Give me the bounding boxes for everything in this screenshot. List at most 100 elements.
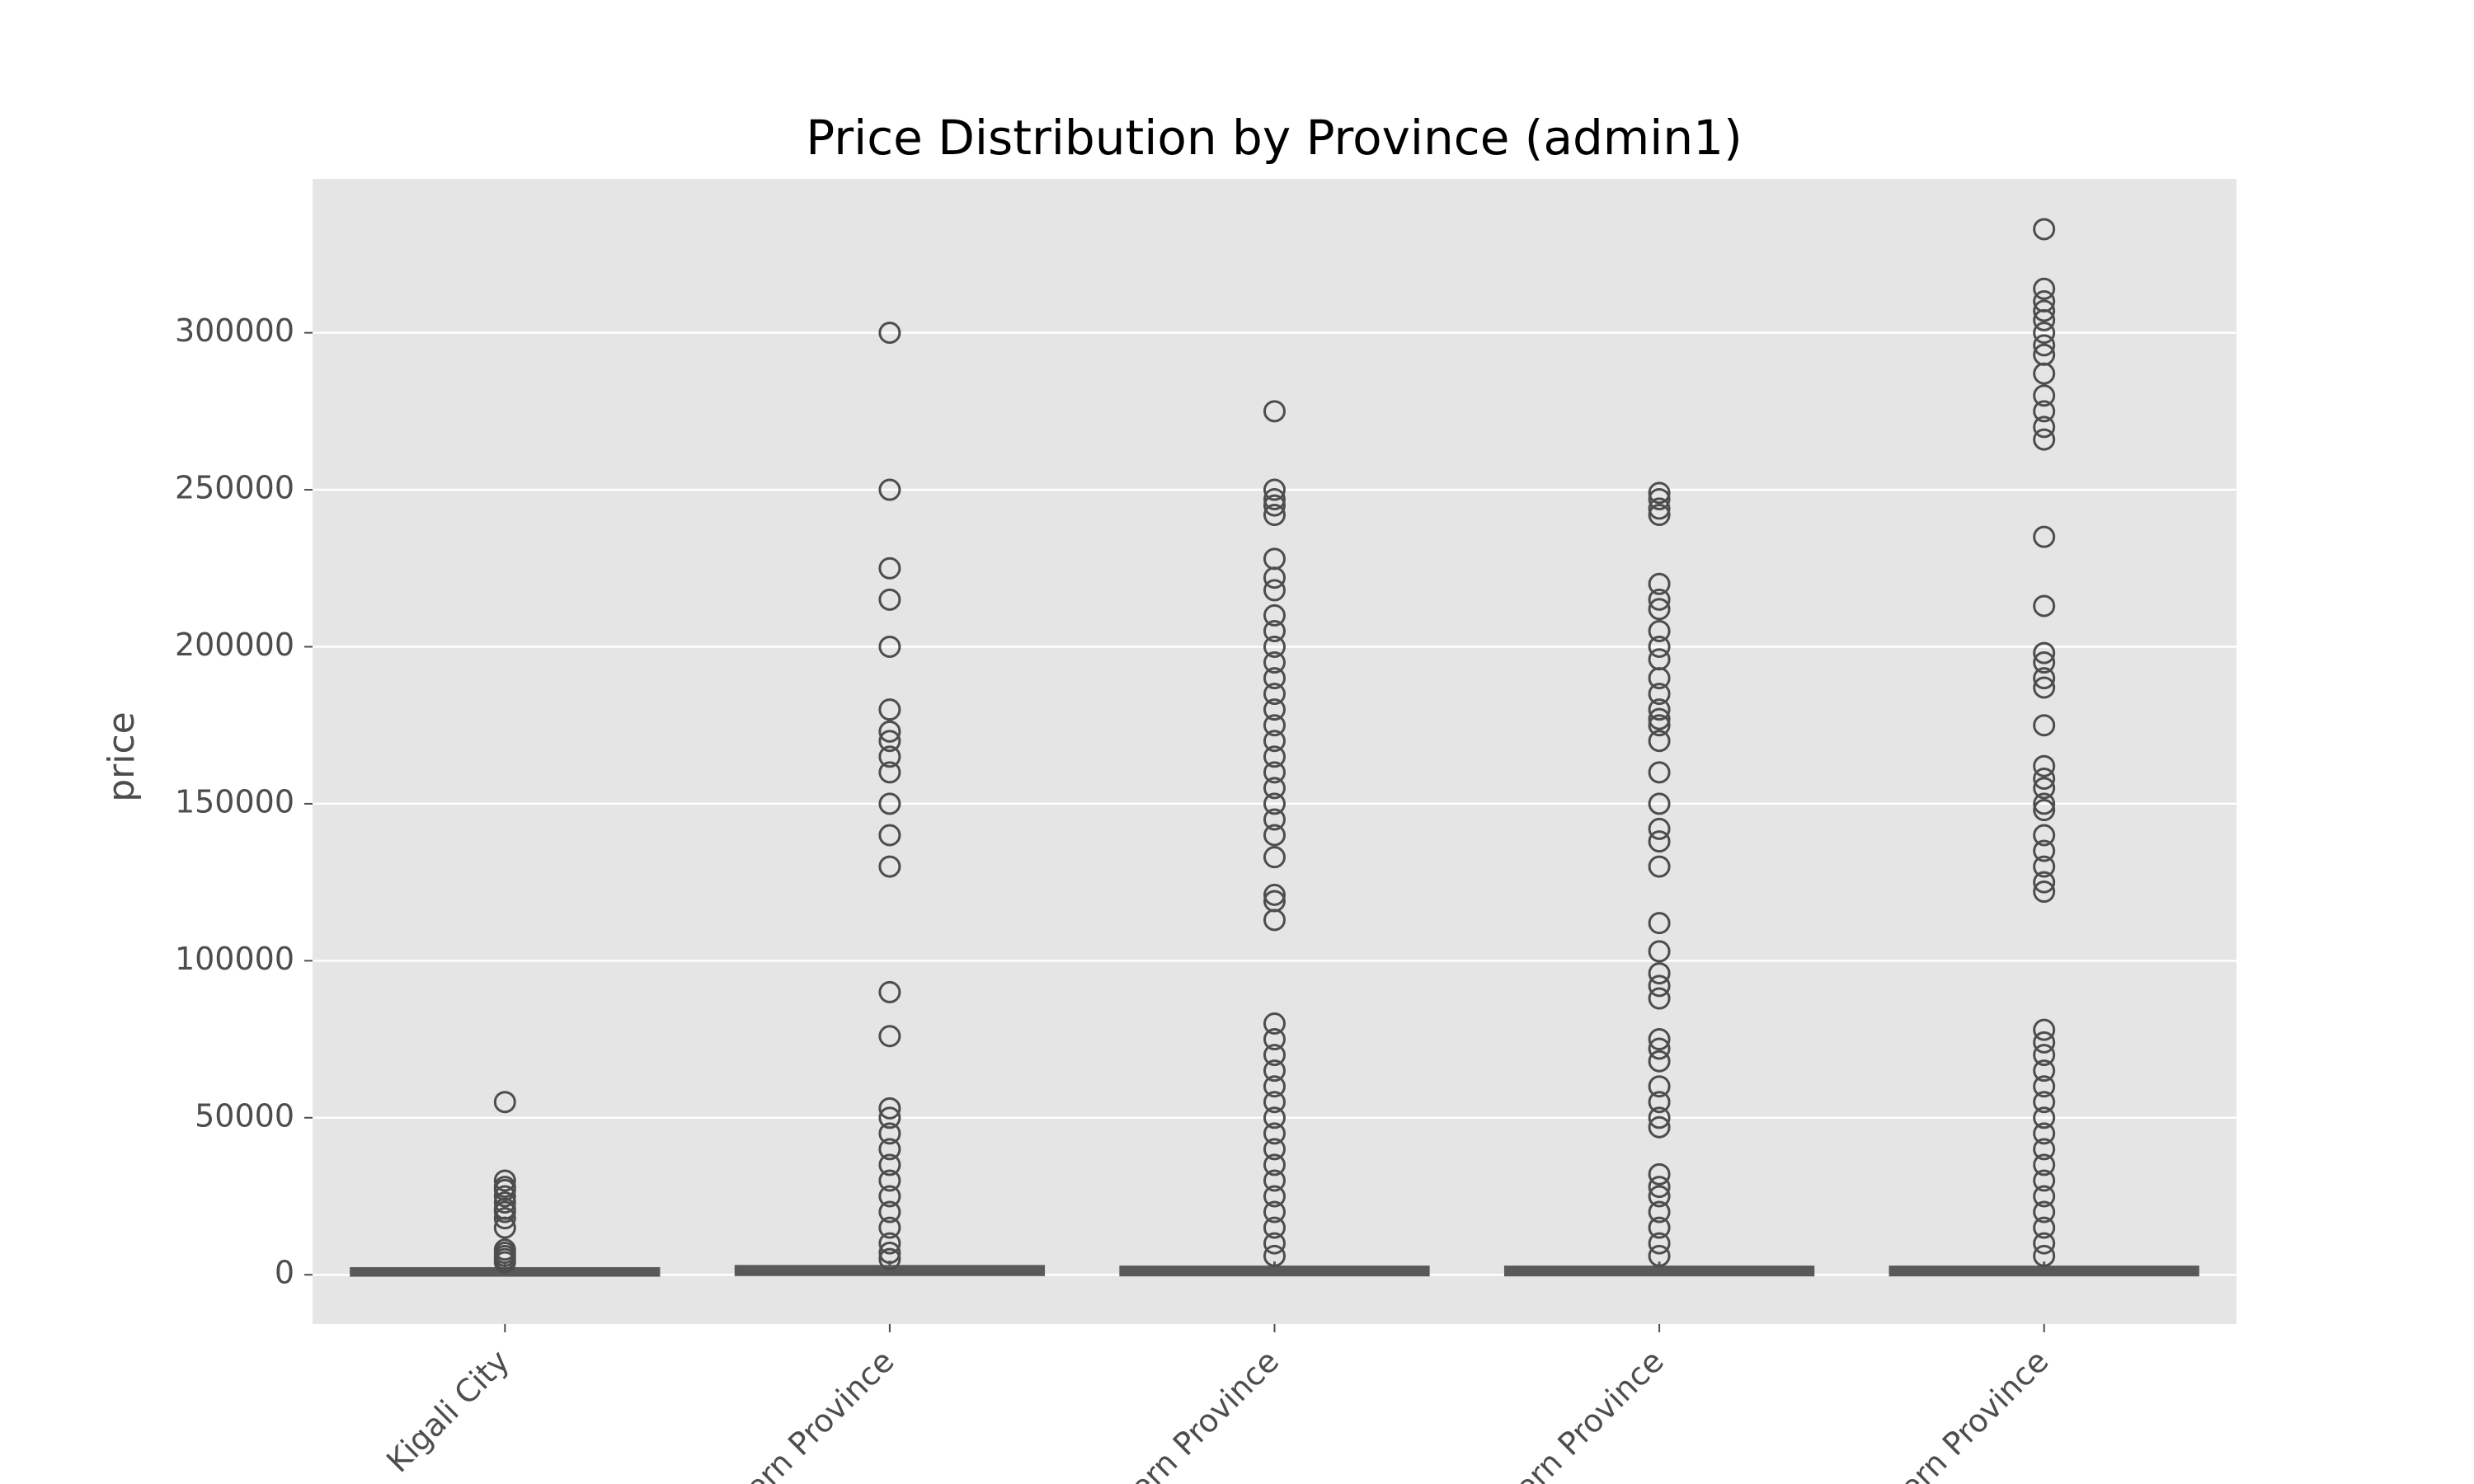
outlier xyxy=(1263,1153,1286,1176)
outlier xyxy=(2033,218,2056,241)
y-axis-label: price xyxy=(101,711,143,802)
outlier xyxy=(493,1251,516,1274)
outlier xyxy=(1263,777,1286,800)
outlier xyxy=(2033,525,2056,548)
x-tick-label: Western Province xyxy=(1068,1343,1286,1484)
outlier xyxy=(1263,1012,1286,1036)
outlier xyxy=(1648,714,1671,737)
outlier xyxy=(2033,428,2056,451)
outlier xyxy=(2033,322,2056,345)
chart-title: Price Distribution by Province (admin1) xyxy=(806,110,1742,166)
outlier xyxy=(1648,940,1671,963)
outlier xyxy=(1263,1138,1286,1161)
outlier xyxy=(493,1169,516,1192)
outlier xyxy=(2033,839,2056,862)
outlier xyxy=(1263,698,1286,721)
outlier xyxy=(1263,909,1286,932)
outlier xyxy=(878,980,901,1003)
outlier xyxy=(1648,1200,1671,1223)
outlier xyxy=(1263,603,1286,627)
outlier xyxy=(493,1200,516,1223)
outlier xyxy=(1648,1115,1671,1139)
outlier xyxy=(878,855,901,878)
outlier xyxy=(2033,871,2056,894)
outlier xyxy=(2033,1122,2056,1145)
outlier xyxy=(878,635,901,658)
outlier xyxy=(1263,579,1286,602)
outlier xyxy=(1648,1185,1671,1208)
outlier xyxy=(1263,1106,1286,1129)
outlier xyxy=(2033,1059,2056,1082)
outlier xyxy=(1648,912,1671,935)
outlier xyxy=(1648,588,1671,611)
outlier xyxy=(878,1216,901,1239)
outlier xyxy=(493,1191,516,1214)
outlier xyxy=(1263,1059,1286,1082)
outlier xyxy=(2033,754,2056,777)
outlier xyxy=(1648,730,1671,753)
outlier xyxy=(2033,792,2056,815)
outlier xyxy=(1263,1075,1286,1098)
outlier xyxy=(2033,799,2056,822)
outlier xyxy=(1648,1091,1671,1114)
outlier xyxy=(2033,1091,2056,1114)
outlier xyxy=(1648,1028,1671,1051)
outlier xyxy=(878,1097,901,1120)
y-tick-label: 200000 xyxy=(175,627,294,663)
outlier xyxy=(2033,384,2056,407)
y-tick-label: 0 xyxy=(275,1255,294,1291)
outlier xyxy=(1648,817,1671,840)
outlier xyxy=(2033,824,2056,847)
outlier xyxy=(2033,334,2056,357)
outlier xyxy=(1263,745,1286,768)
outlier xyxy=(1263,1244,1286,1267)
x-tick-label: Southern Province xyxy=(673,1343,901,1484)
outlier xyxy=(1648,962,1671,985)
outlier xyxy=(2033,277,2056,300)
outlier xyxy=(1263,683,1286,706)
y-tick-label: 100000 xyxy=(175,941,294,977)
outlier xyxy=(1648,1244,1671,1267)
outlier xyxy=(2033,1106,2056,1129)
outlier xyxy=(1648,1037,1671,1060)
outlier xyxy=(2033,1031,2056,1054)
outlier xyxy=(1263,808,1286,831)
outlier xyxy=(1648,1075,1671,1098)
outlier xyxy=(1263,651,1286,674)
outlier xyxy=(2033,400,2056,423)
outlier xyxy=(1648,572,1671,595)
outlier xyxy=(2033,1018,2056,1041)
outlier xyxy=(878,761,901,784)
outlier xyxy=(2033,594,2056,618)
y-tick-label: 250000 xyxy=(175,470,294,506)
outlier xyxy=(1263,400,1286,423)
y-tick-label: 150000 xyxy=(175,783,294,819)
outlier xyxy=(1263,824,1286,847)
outlier xyxy=(2033,308,2056,331)
outlier xyxy=(493,1207,516,1230)
outlier xyxy=(1263,487,1286,510)
outlier xyxy=(1263,792,1286,815)
outlier xyxy=(1648,1232,1671,1255)
outlier xyxy=(1648,792,1671,815)
outlier xyxy=(1263,846,1286,869)
outlier xyxy=(2033,1200,2056,1223)
outlier xyxy=(1648,683,1671,706)
outlier xyxy=(1648,1216,1671,1239)
outlier xyxy=(2033,641,2056,665)
outlier xyxy=(878,1242,901,1265)
outlier xyxy=(2033,676,2056,699)
outlier xyxy=(878,730,901,753)
outlier xyxy=(1648,987,1671,1010)
outlier xyxy=(2033,855,2056,878)
outlier xyxy=(1648,487,1671,510)
outlier xyxy=(1263,635,1286,658)
outlier xyxy=(1263,1232,1286,1255)
outlier xyxy=(1263,619,1286,642)
x-tick-label: Northern Province xyxy=(1446,1343,1671,1484)
outlier xyxy=(878,745,901,768)
outlier xyxy=(1648,619,1671,642)
outlier xyxy=(878,824,901,847)
outlier xyxy=(2033,667,2056,690)
outlier xyxy=(878,1232,901,1255)
